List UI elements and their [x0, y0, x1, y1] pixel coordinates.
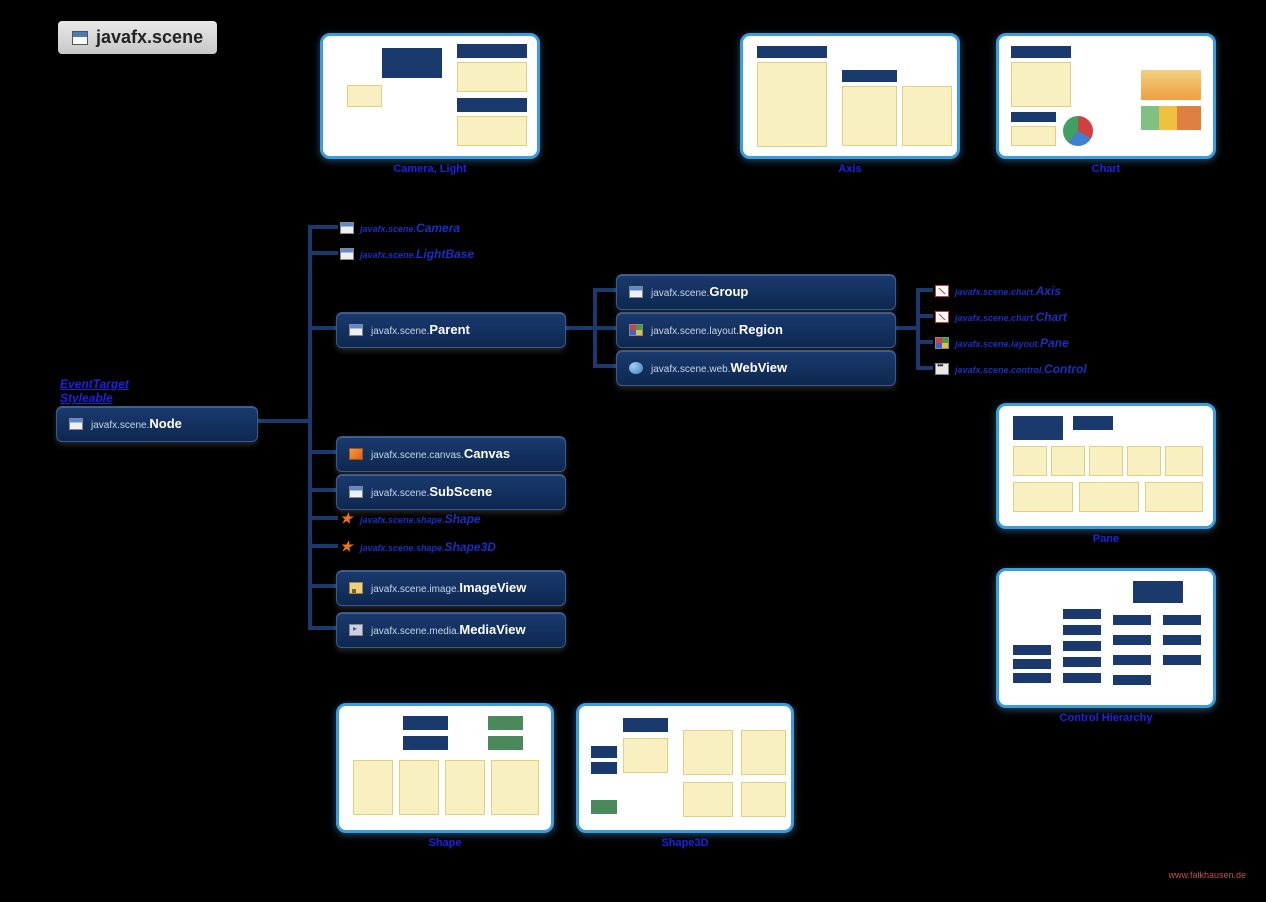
thumbnail-preview — [343, 710, 547, 826]
abstract-axist[interactable]: javafx.scene.chart.Axis — [935, 284, 1061, 298]
abstract-control[interactable]: javafx.scene.control.Control — [935, 362, 1087, 376]
window-icon — [340, 222, 354, 234]
thumbnail-label: Shape — [336, 837, 554, 849]
grid-icon — [935, 337, 949, 349]
thumbnail-preview — [583, 710, 787, 826]
thumbnail-label: Pane — [996, 533, 1216, 545]
thumbnail-control-hierarchy[interactable] — [996, 568, 1216, 708]
chart-icon — [935, 311, 949, 323]
interface-styleable: Styleable — [60, 391, 129, 405]
class-parent[interactable]: javafx.scene.Parent — [336, 312, 566, 348]
image-icon — [349, 582, 363, 594]
package-title-label: javafx.scene — [96, 27, 203, 48]
thumbnail-preview — [747, 40, 953, 152]
package-title: javafx.scene — [58, 21, 217, 54]
thumbnail-pane[interactable] — [996, 403, 1216, 529]
class-mediaview[interactable]: javafx.scene.media.MediaView — [336, 612, 566, 648]
abstract-shape[interactable]: javafx.scene.shape.Shape — [340, 512, 481, 526]
thumbnail-label: Shape3D — [576, 837, 794, 849]
thumbnail-preview — [1003, 575, 1209, 701]
thumbnail-chart[interactable] — [996, 33, 1216, 159]
thumbnail-label: Camera, Light — [320, 163, 540, 175]
interface-labels: EventTarget Styleable — [60, 377, 129, 406]
thumbnail-label: Axis — [740, 163, 960, 175]
media-icon — [349, 624, 363, 636]
window-icon — [629, 286, 643, 298]
dots-icon — [935, 363, 949, 375]
thumbnail-shape[interactable] — [336, 703, 554, 833]
chart-icon — [935, 285, 949, 297]
canvas-icon — [349, 448, 363, 460]
abstract-camera[interactable]: javafx.scene.Camera — [340, 221, 460, 235]
node-name: Node — [149, 416, 182, 431]
abstract-lightbase[interactable]: javafx.scene.LightBase — [340, 247, 474, 261]
window-icon — [349, 324, 363, 336]
thumbnail-preview — [1003, 410, 1209, 522]
thumbnail-preview — [327, 40, 533, 152]
class-webview[interactable]: javafx.scene.web.WebView — [616, 350, 896, 386]
class-imageview[interactable]: javafx.scene.image.ImageView — [336, 570, 566, 606]
window-icon — [349, 486, 363, 498]
class-canvas[interactable]: javafx.scene.canvas.Canvas — [336, 436, 566, 472]
star-icon — [340, 541, 354, 553]
thumbnail-camera-light[interactable] — [320, 33, 540, 159]
grid-icon — [629, 324, 643, 336]
abstract-pane[interactable]: javafx.scene.layout.Pane — [935, 336, 1069, 350]
package-icon — [72, 31, 88, 45]
window-icon — [69, 418, 83, 430]
abstract-shape3d[interactable]: javafx.scene.shape.Shape3D — [340, 540, 496, 554]
window-icon — [340, 248, 354, 260]
class-group[interactable]: javafx.scene.Group — [616, 274, 896, 310]
thumbnail-label: Control Hierarchy — [996, 712, 1216, 724]
interface-eventtarget: EventTarget — [60, 377, 129, 391]
node-pkg: javafx.scene. — [91, 420, 149, 431]
class-region[interactable]: javafx.scene.layout.Region — [616, 312, 896, 348]
footer-credit: www.falkhausen.de — [1168, 870, 1246, 880]
thumbnail-shape3d[interactable] — [576, 703, 794, 833]
abstract-chart[interactable]: javafx.scene.chart.Chart — [935, 310, 1067, 324]
thumbnail-label: Chart — [996, 163, 1216, 175]
thumbnail-axis[interactable] — [740, 33, 960, 159]
globe-icon — [629, 362, 643, 374]
thumbnail-preview — [1003, 40, 1209, 152]
class-subscene[interactable]: javafx.scene.SubScene — [336, 474, 566, 510]
star-icon — [340, 513, 354, 525]
class-node[interactable]: javafx.scene.Node — [56, 406, 258, 442]
